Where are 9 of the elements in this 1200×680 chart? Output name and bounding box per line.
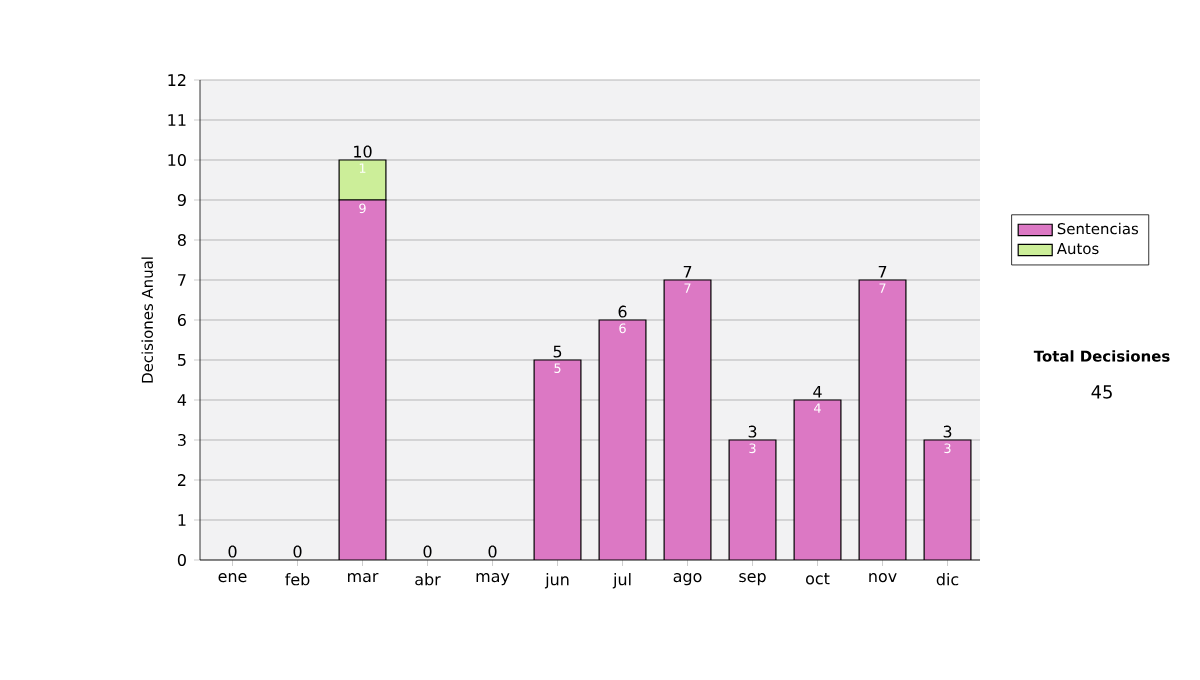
bar xyxy=(794,400,841,560)
bar xyxy=(664,279,711,560)
bar xyxy=(859,279,906,560)
bar xyxy=(534,360,581,560)
text: 45 xyxy=(1091,385,1112,399)
bar xyxy=(729,440,776,560)
bar xyxy=(923,439,972,560)
bar xyxy=(339,199,386,560)
bar xyxy=(599,319,646,560)
